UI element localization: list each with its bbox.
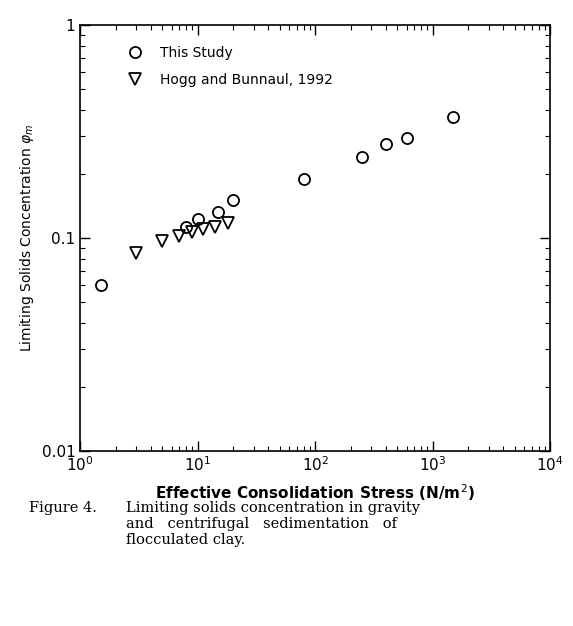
Text: Limiting solids concentration in gravity
and   centrifugal   sedimentation   of
: Limiting solids concentration in gravity… bbox=[126, 501, 420, 547]
X-axis label: Effective Consolidation Stress (N/m$^2$): Effective Consolidation Stress (N/m$^2$) bbox=[155, 483, 475, 503]
Legend: This Study, Hogg and Bunnaul, 1992: This Study, Hogg and Bunnaul, 1992 bbox=[115, 41, 338, 92]
Text: Figure 4.: Figure 4. bbox=[29, 501, 96, 515]
Y-axis label: Limiting Solids Concentration $\varphi_m$: Limiting Solids Concentration $\varphi_m… bbox=[18, 124, 36, 352]
